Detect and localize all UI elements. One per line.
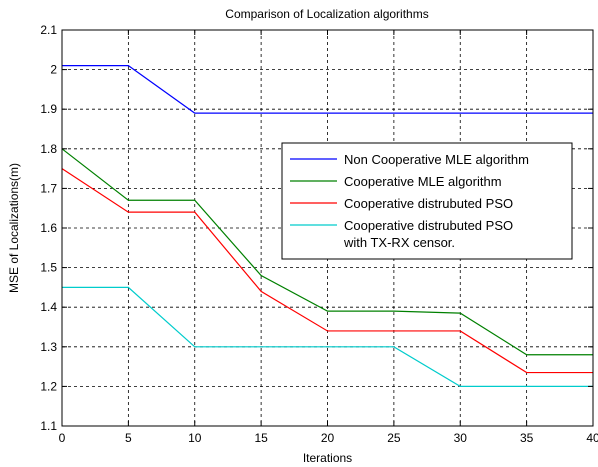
axis-ticks: 0 5 10 15 20 25 30 35 40 1.1 1.2 1.3 1.4 1.5 1.6 1.7 1.8… <box>40 23 598 445</box>
x-tick-label: 0 <box>59 431 66 445</box>
legend-label: with TX-RX censor. <box>343 235 455 250</box>
legend-label: Cooperative distrubuted PSO <box>344 218 513 233</box>
y-tick-label: 1.1 <box>40 419 57 433</box>
legend-box <box>281 142 573 260</box>
series-line-2 <box>61 148 593 356</box>
y-tick-label: 1.6 <box>40 221 57 235</box>
chart-title: Comparison of Localization algorithms <box>225 7 428 21</box>
y-tick-label: 1.9 <box>40 102 57 116</box>
y-tick-label: 1.3 <box>40 340 57 354</box>
legend: Non Cooperative MLE algorithm Cooperative… <box>281 142 573 260</box>
y-axis-label: MSE of Localizations(m) <box>7 163 21 293</box>
x-tick-label: 35 <box>520 431 534 445</box>
y-tick-label: 1.5 <box>40 261 57 275</box>
x-tick-label: 25 <box>387 431 401 445</box>
legend-label: Non Cooperative MLE algorithm <box>344 152 529 167</box>
x-tick-label: 10 <box>188 431 202 445</box>
series-line-1 <box>62 65 593 114</box>
legend-label: Cooperative MLE algorithm <box>344 174 502 189</box>
y-tick-label: 2 <box>50 63 57 77</box>
x-tick-label: 40 <box>586 431 598 445</box>
x-tick-label: 15 <box>254 431 268 445</box>
series-line-3 <box>61 168 593 374</box>
x-tick-label: 5 <box>125 431 132 445</box>
x-axis-label: Iterations <box>303 451 352 465</box>
y-tick-label: 2.1 <box>40 23 57 37</box>
series-group <box>61 65 593 387</box>
y-tick-label: 1.4 <box>40 300 57 314</box>
y-tick-label: 1.7 <box>40 181 57 195</box>
legend-label: Cooperative distrubuted PSO <box>344 196 513 211</box>
y-tick-label: 1.8 <box>40 142 57 156</box>
x-tick-label: 20 <box>321 431 335 445</box>
series-line-4 <box>62 286 593 387</box>
y-tick-label: 1.2 <box>40 379 57 393</box>
x-tick-label: 30 <box>454 431 468 445</box>
